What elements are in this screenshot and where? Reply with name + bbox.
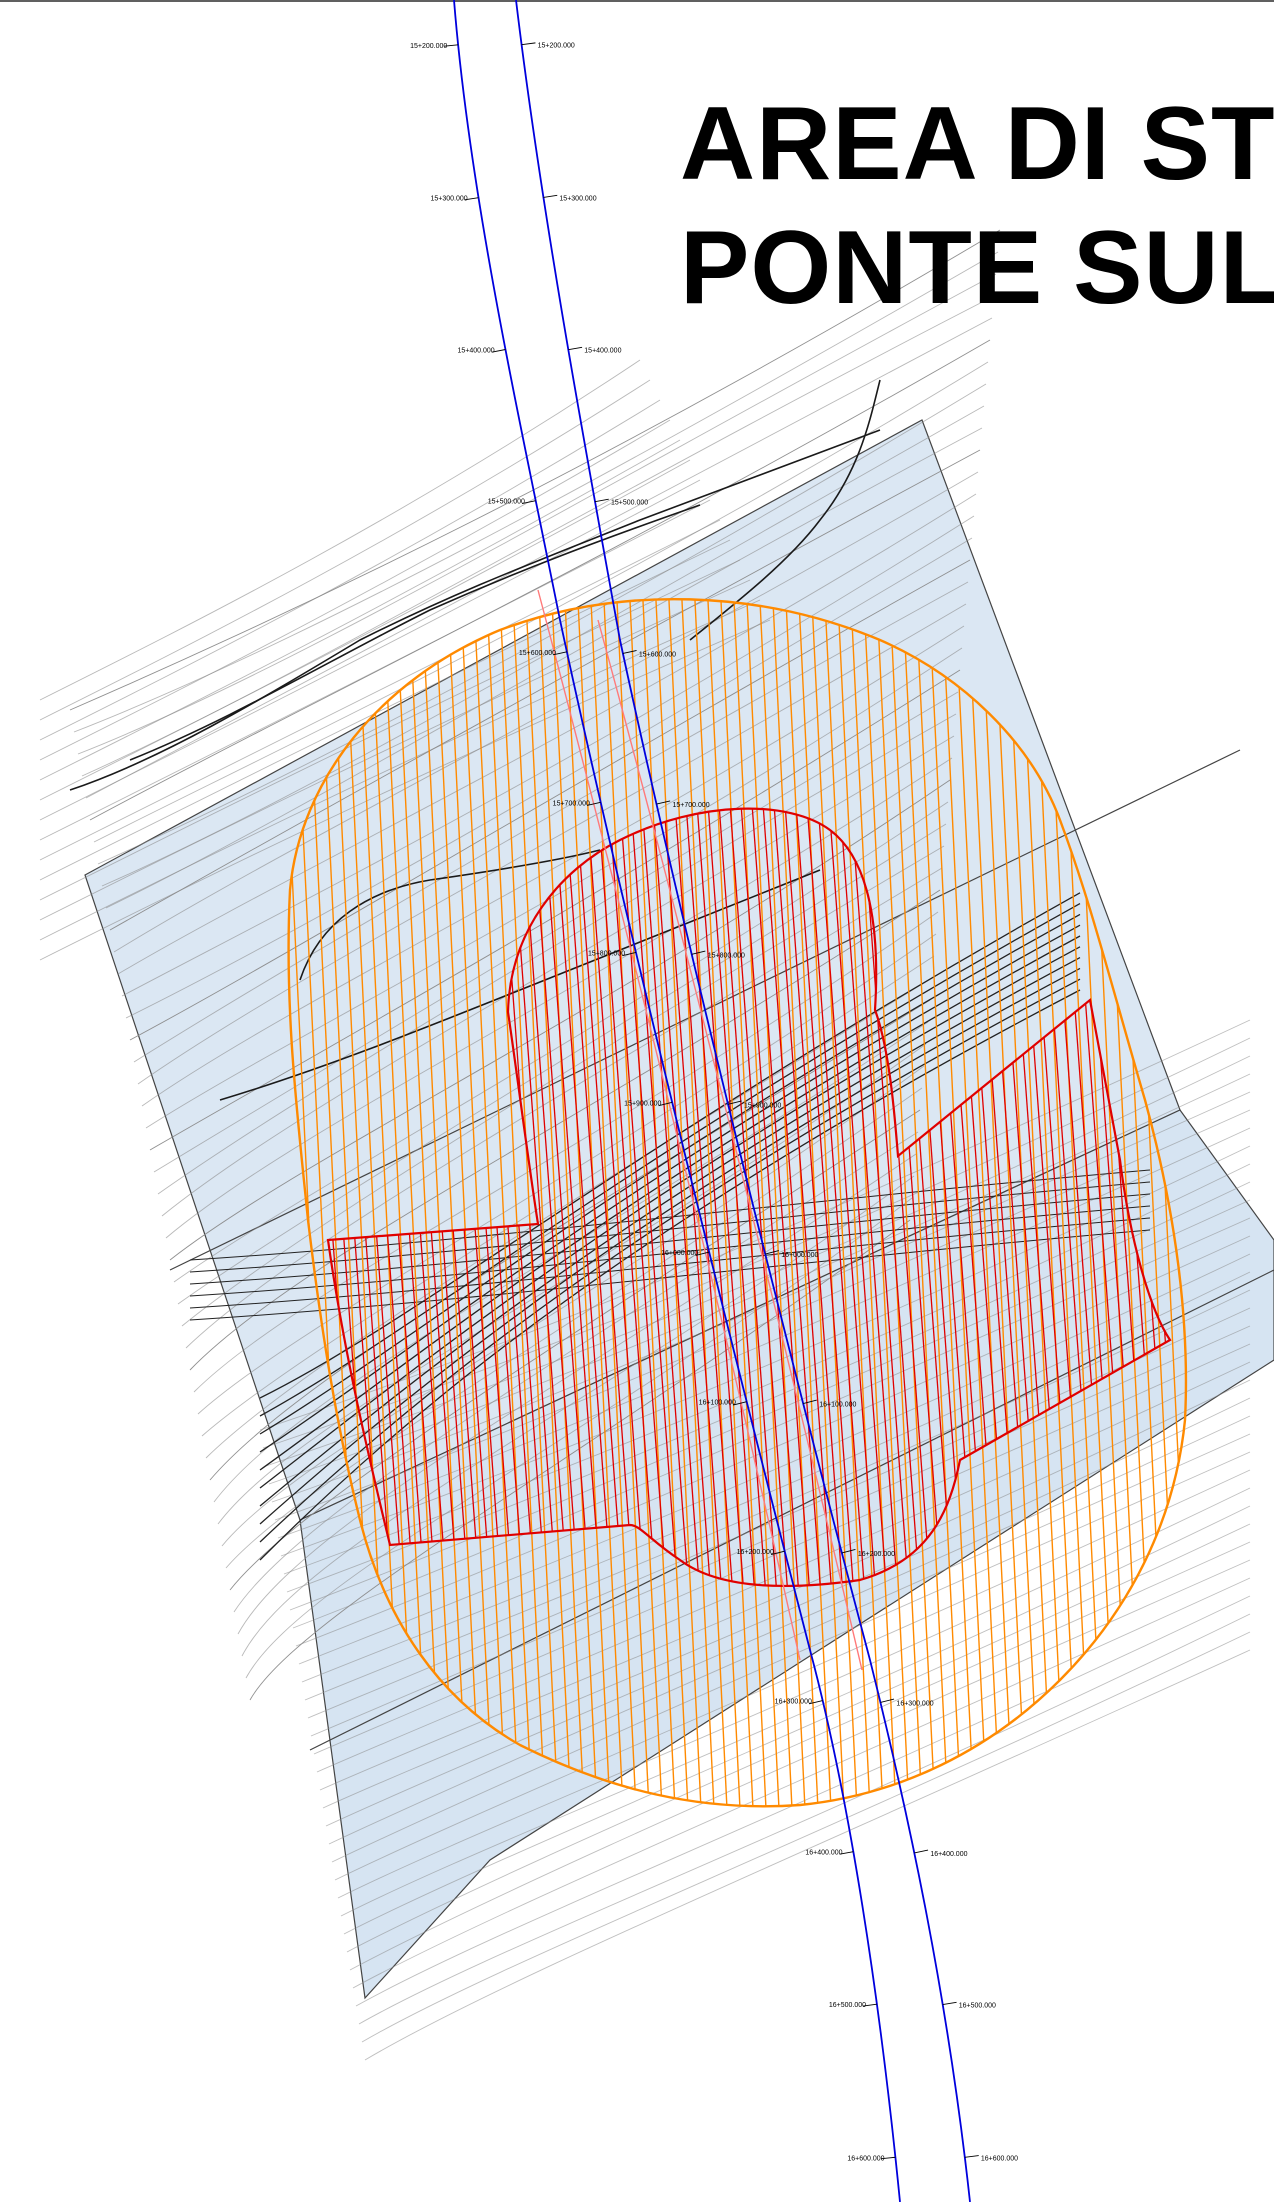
chainage-tick (491, 349, 506, 353)
chainage-tick (914, 1849, 929, 1854)
chainage-label: 16+100.000 (819, 1402, 856, 1409)
chainage-label: 16+300.000 (896, 1700, 933, 1707)
chainage-label: 16+300.000 (775, 1699, 812, 1706)
chainage-label: 15+700.000 (553, 800, 590, 807)
roads (69, 379, 881, 1101)
chainage-label: 15+200.000 (538, 43, 575, 50)
alignments (453, 0, 971, 2202)
chainage-label: 16+500.000 (829, 2002, 866, 2009)
chainage-label: 15+500.000 (488, 499, 525, 506)
chainage-label: 16+600.000 (847, 2155, 884, 2162)
chainage-label: 15+900.000 (744, 1102, 781, 1109)
chainage-tick (839, 1851, 854, 1855)
chainage-label: 16+000.000 (781, 1252, 818, 1259)
chainage-tick (568, 346, 583, 351)
chainage-right-labels: 15+200.000 15+300.000 15+400.000 15+500.000… (521, 42, 1018, 2162)
chainage-tick (622, 951, 637, 957)
chainage-tick (553, 651, 567, 656)
chainage-tick (656, 800, 671, 805)
alignment-left (453, 0, 901, 2202)
chainage-tick (727, 1100, 742, 1105)
title-line-1: AREA DI ST (680, 86, 1274, 202)
chainage-left-labels: 15+200.000 15+300.000 15+400.000 15+500.000… (410, 43, 896, 2162)
chainage-tick (464, 197, 479, 201)
chainage-label: 16+500.000 (959, 2003, 996, 2010)
chainage-tick (942, 2001, 957, 2006)
chainage-tick (622, 650, 637, 654)
chainage-label: 16+400.000 (930, 1851, 967, 1858)
survey-panel-lower (299, 1109, 1274, 2000)
chainage-tick (765, 1250, 779, 1255)
chainage-label: 15+800.000 (588, 950, 625, 957)
road-upper-2 (129, 504, 701, 761)
chainage-tick (881, 2156, 896, 2160)
chainage-tick (543, 194, 558, 198)
chainage-label: 16+000.000 (661, 1250, 698, 1257)
chainage-label: 15+600.000 (639, 651, 676, 658)
chainage-tick (880, 1698, 895, 1703)
chainage-tick (964, 2155, 979, 2158)
chainage-label: 16+200.000 (737, 1549, 774, 1556)
chainage-label: 15+600.000 (519, 650, 556, 657)
chainage-label: 16+200.000 (858, 1551, 895, 1558)
chainage-tick (521, 500, 536, 504)
chainage-tick (732, 1401, 747, 1406)
chainage-label: 15+500.000 (611, 500, 648, 507)
chainage-tick (594, 498, 609, 503)
chainage-label: 15+900.000 (624, 1100, 661, 1107)
chainage-label: 15+200.000 (410, 43, 447, 50)
chainage-label: 15+300.000 (559, 195, 596, 202)
road-upper-1 (69, 429, 881, 791)
survey-area (84, 419, 1274, 2000)
chainage-tick (862, 2003, 877, 2007)
alignment-right-bridge (597, 619, 863, 1671)
inner-zone-outline (326, 807, 1172, 1588)
chainage-tick (803, 1399, 817, 1405)
chainage-label: 15+300.000 (430, 196, 467, 203)
chainage-tick (444, 44, 459, 47)
chainage-tick (691, 950, 706, 955)
chainage-tick (808, 1700, 823, 1705)
chainage-tick (695, 1251, 710, 1256)
chainage-tick (586, 801, 601, 806)
alignment-left-bridge (537, 589, 801, 1661)
chainage-label: 15+700.000 (673, 802, 710, 809)
outer-risk-zone (287, 597, 1188, 1808)
chainage-label: 15+400.000 (584, 348, 621, 355)
chainage-tick (521, 42, 536, 46)
alignment-right (515, 0, 971, 2202)
chainage-tick (770, 1550, 785, 1556)
chainage-label: 16+600.000 (981, 2155, 1018, 2162)
title-line-2: PONTE SUL (680, 210, 1274, 326)
survey-divider-2 (309, 1269, 1274, 1751)
chainage-label: 16+100.000 (699, 1400, 736, 1407)
chainage-label: 16+400.000 (805, 1850, 842, 1857)
road-switchback (299, 849, 601, 981)
chainage-tick (841, 1549, 856, 1554)
outer-zone-outline (287, 597, 1188, 1808)
chainage-label: 15+800.000 (708, 952, 745, 959)
chainage-tick (658, 1101, 673, 1107)
chainage-label: 15+400.000 (457, 347, 494, 354)
